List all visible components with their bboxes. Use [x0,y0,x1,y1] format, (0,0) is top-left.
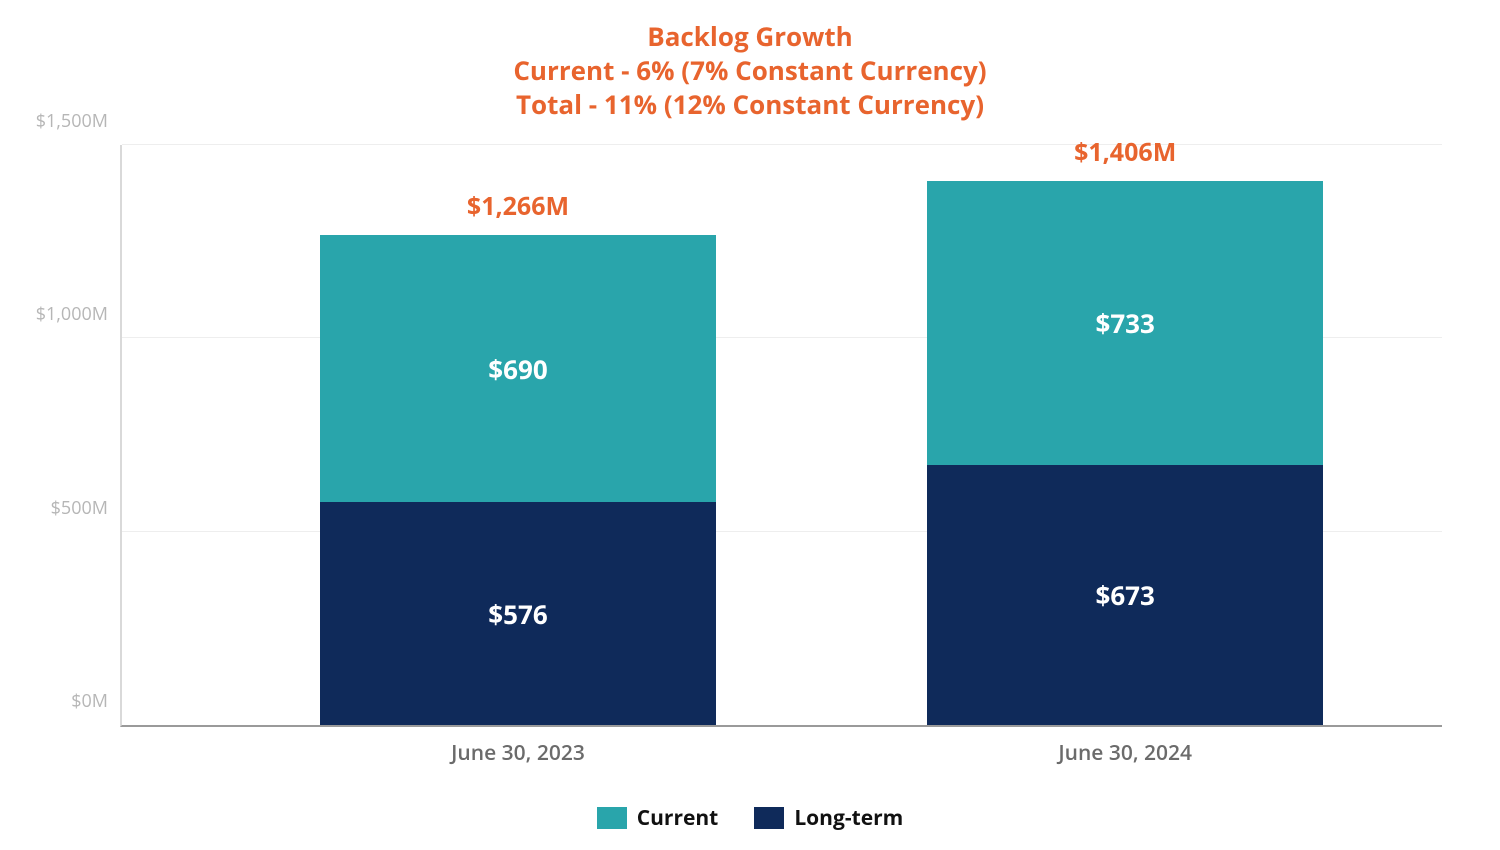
bar-segment-long-term: $576 [320,502,716,725]
legend-label: Current [637,804,719,832]
bar-segment-long-term-label: $673 [1095,577,1154,613]
legend: Current Long-term [0,804,1500,836]
chart-title-line-3: Total - 11% (12% Constant Currency) [0,88,1500,122]
bar-segment-current: $733 [927,181,1323,464]
chart-title: Backlog Growth Current - 6% (7% Constant… [0,0,1500,121]
bar: $673$733$1,406M [927,181,1323,725]
legend-label: Long-term [794,804,903,832]
legend-item-current: Current [597,804,719,832]
y-axis-tick-label: $500M [51,496,122,520]
backlog-growth-chart: Backlog Growth Current - 6% (7% Constant… [0,0,1500,850]
bar-segment-current: $690 [320,235,716,502]
x-axis-tick-label: June 30, 2024 [927,725,1323,767]
legend-item-long_term: Long-term [754,804,903,832]
bar-segment-current-label: $690 [488,351,547,387]
bar: $576$690$1,266M [320,235,716,725]
bar-segment-current-label: $733 [1095,305,1154,341]
chart-title-line-2: Current - 6% (7% Constant Currency) [0,54,1500,88]
bar-segment-long-term: $673 [927,465,1323,725]
x-axis-tick-label: June 30, 2023 [320,725,716,767]
bar-segment-long-term-label: $576 [488,596,547,632]
y-axis-tick-label: $1,000M [36,302,122,326]
chart-title-line-1: Backlog Growth [0,20,1500,54]
legend-swatch [597,807,627,829]
y-axis-tick-label: $1,500M [36,109,122,133]
legend-swatch [754,807,784,829]
plot-area: $0M$500M$1,000M$1,500M$576$690$1,266MJun… [120,145,1442,727]
y-axis-tick-label: $0M [71,689,122,713]
bar-total-label: $1,266M [320,189,716,223]
bar-total-label: $1,406M [927,135,1323,169]
